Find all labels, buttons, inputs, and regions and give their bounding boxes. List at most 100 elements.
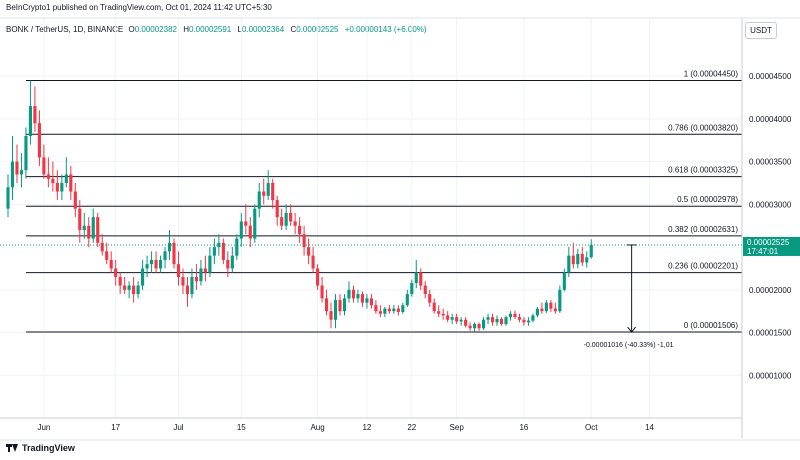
candle-body — [190, 277, 194, 295]
y-tick-label: 0.00003500 — [749, 158, 792, 167]
candle-body — [342, 298, 347, 312]
candle-body — [387, 308, 391, 312]
x-tick-label: 12 — [362, 423, 371, 432]
last-price-badge — [743, 236, 800, 256]
candle-body — [302, 234, 306, 248]
x-tick-label: 16 — [519, 423, 528, 432]
candle-body — [55, 183, 59, 192]
candle-body — [208, 255, 212, 273]
fib-level-label: 0.382 (0.00002631) — [668, 225, 738, 234]
candle-body — [450, 317, 454, 320]
close-value: 0.00002525 — [296, 25, 339, 34]
candle-body — [28, 106, 33, 136]
y-tick-label: 0.00002500 — [749, 243, 792, 252]
candle-body — [441, 313, 445, 316]
low-value: 0.00002364 — [241, 25, 285, 34]
candle-body — [199, 268, 203, 282]
candle-body — [401, 305, 405, 313]
candle-body — [167, 242, 172, 252]
x-tick-label: 22 — [407, 423, 416, 432]
candle-body — [522, 319, 526, 323]
candle-body — [392, 308, 396, 312]
candle-body — [91, 217, 95, 239]
candle-body — [553, 308, 557, 312]
low-label: L — [237, 25, 242, 34]
candle-body — [15, 161, 19, 175]
y-tick-label: 0.00002000 — [749, 286, 792, 295]
last-price-countdown: 17:47:01 — [747, 247, 779, 256]
symbol-label[interactable]: BONK / TetherUS, 1D, BINANCE — [6, 25, 124, 34]
candle-body — [212, 247, 216, 256]
fib-level-label: 0 (0.00001506) — [684, 321, 739, 330]
candle-body — [369, 298, 373, 306]
candle-body — [499, 318, 504, 324]
grid-lines — [0, 18, 742, 418]
candle-body — [473, 324, 477, 329]
fib-level-label: 0.5 (0.00002978) — [677, 195, 738, 204]
candle-body — [347, 289, 351, 299]
candle-body — [455, 317, 459, 322]
candle-body — [176, 264, 181, 277]
candle-body — [315, 268, 320, 286]
candle-body — [235, 238, 239, 256]
candle-body — [580, 253, 584, 263]
candle-body — [446, 315, 450, 320]
measure-arrow — [627, 326, 637, 333]
candle-body — [414, 272, 418, 283]
candle-body — [338, 300, 342, 312]
candle-body — [145, 264, 149, 269]
candle-body — [123, 285, 127, 290]
x-tick-label: Oct — [585, 423, 598, 432]
candle-body — [410, 282, 414, 295]
tradingview-logo[interactable]: TradingView — [6, 443, 75, 453]
candle-body — [419, 272, 423, 286]
candle-body — [10, 161, 15, 188]
candle-body — [562, 272, 566, 290]
open-label: O — [128, 25, 135, 34]
candle-body — [253, 208, 257, 239]
candle-body — [149, 259, 154, 265]
candle-body — [280, 217, 284, 226]
high-label: H — [183, 25, 189, 34]
candle-body — [248, 225, 252, 239]
x-tick-label: Aug — [310, 423, 324, 432]
close-label: C — [290, 25, 297, 34]
candle-body — [141, 268, 145, 286]
candle-body — [132, 285, 136, 295]
x-tick-label: 15 — [237, 423, 246, 432]
candle-body — [585, 257, 589, 263]
candle-body — [73, 191, 77, 209]
candle-body — [540, 308, 544, 312]
candle-body — [526, 320, 531, 323]
currency-selector[interactable]: USDT — [745, 22, 777, 39]
candle-body — [437, 311, 441, 314]
candle-body — [374, 305, 378, 312]
x-tick-label: 17 — [111, 423, 120, 432]
candle-body — [513, 313, 517, 318]
x-tick-label: Jul — [173, 423, 183, 432]
candle-body — [311, 255, 315, 269]
publish-info: BeInCrypto1 published on TradingView.com… — [6, 3, 272, 12]
candle-body — [360, 294, 365, 303]
x-tick-label: 14 — [645, 423, 654, 432]
candle-body — [293, 221, 297, 226]
candle-body — [477, 324, 481, 329]
candle-body — [504, 317, 508, 324]
candle-body — [508, 313, 513, 318]
candle-body — [495, 318, 499, 323]
candle-body — [383, 308, 387, 314]
candle-body — [298, 225, 302, 235]
symbol-ohlc-bar: BONK / TetherUS, 1D, BINANCE O0.00002382… — [6, 25, 431, 34]
candle-body — [571, 255, 575, 265]
candle-body — [549, 302, 553, 309]
candle-body — [64, 174, 68, 183]
candle-body — [37, 123, 41, 158]
candle-body — [257, 191, 261, 209]
candle-body — [217, 242, 221, 248]
candle-body — [78, 208, 82, 230]
candle-body — [567, 255, 571, 273]
candle-body — [266, 183, 270, 196]
candle-body — [100, 242, 104, 252]
